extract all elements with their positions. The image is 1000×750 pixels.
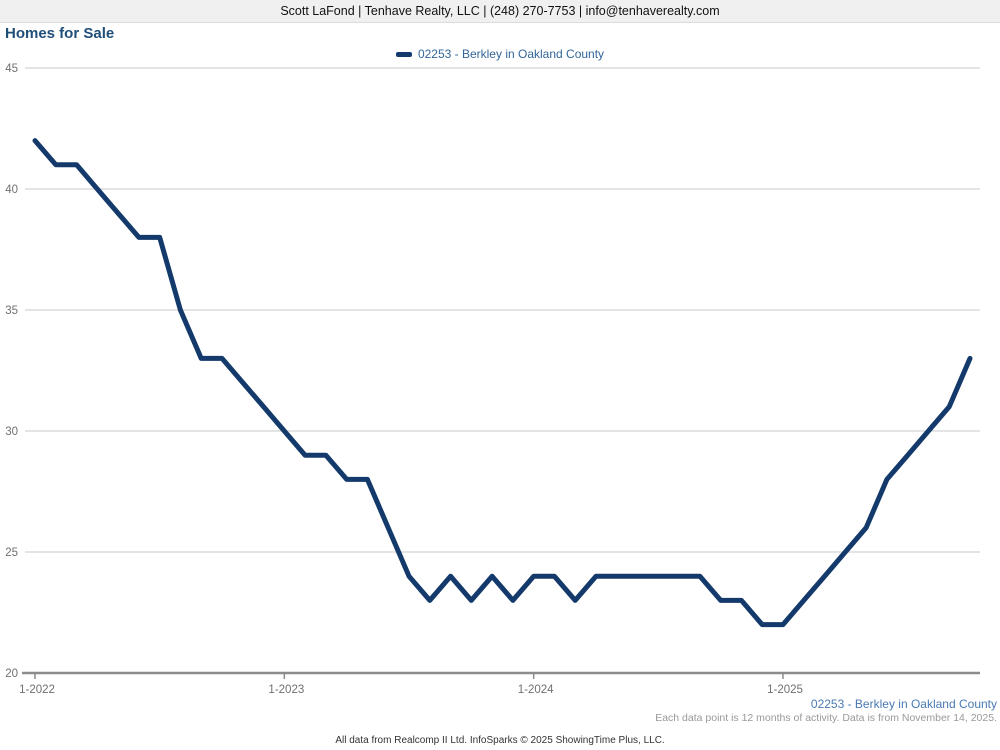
x-tick-label: 1-2022 bbox=[19, 684, 55, 696]
chart-legend: 02253 - Berkley in Oakland County bbox=[0, 46, 1000, 62]
contact-line: Scott LaFond | Tenhave Realty, LLC | (24… bbox=[280, 4, 720, 18]
footer-attribution: All data from Realcomp II Ltd. InfoSpark… bbox=[335, 735, 665, 746]
series-line-icon bbox=[395, 51, 412, 57]
page-title: Homes for Sale bbox=[5, 25, 115, 42]
y-tick-label: 25 bbox=[5, 547, 18, 559]
y-tick-label: 40 bbox=[5, 184, 18, 196]
y-tick-label: 30 bbox=[5, 426, 18, 438]
x-tick-label: 1-2025 bbox=[767, 684, 803, 696]
homes-for-sale-chart[interactable]: 20 25 30 35 40 45 1-2022 1-2023 1-2024 1-2025 bbox=[0, 0, 1000, 700]
x-tick-label: 1-2023 bbox=[268, 684, 304, 696]
y-tick-label: 35 bbox=[5, 305, 18, 317]
x-tick-label: 1-2024 bbox=[518, 684, 554, 696]
legend-label[interactable]: 02253 - Berkley in Oakland County bbox=[417, 47, 605, 61]
y-tick-label: 45 bbox=[5, 63, 18, 75]
data-line[interactable] bbox=[32, 138, 973, 628]
footer-series-label: 02253 - Berkley in Oakland County bbox=[810, 697, 997, 711]
y-tick-label: 20 bbox=[5, 668, 18, 680]
header-bar: Scott LaFond | Tenhave Realty, LLC | (24… bbox=[0, 0, 1000, 23]
footer-note: Each data point is 12 months of activity… bbox=[655, 712, 997, 724]
